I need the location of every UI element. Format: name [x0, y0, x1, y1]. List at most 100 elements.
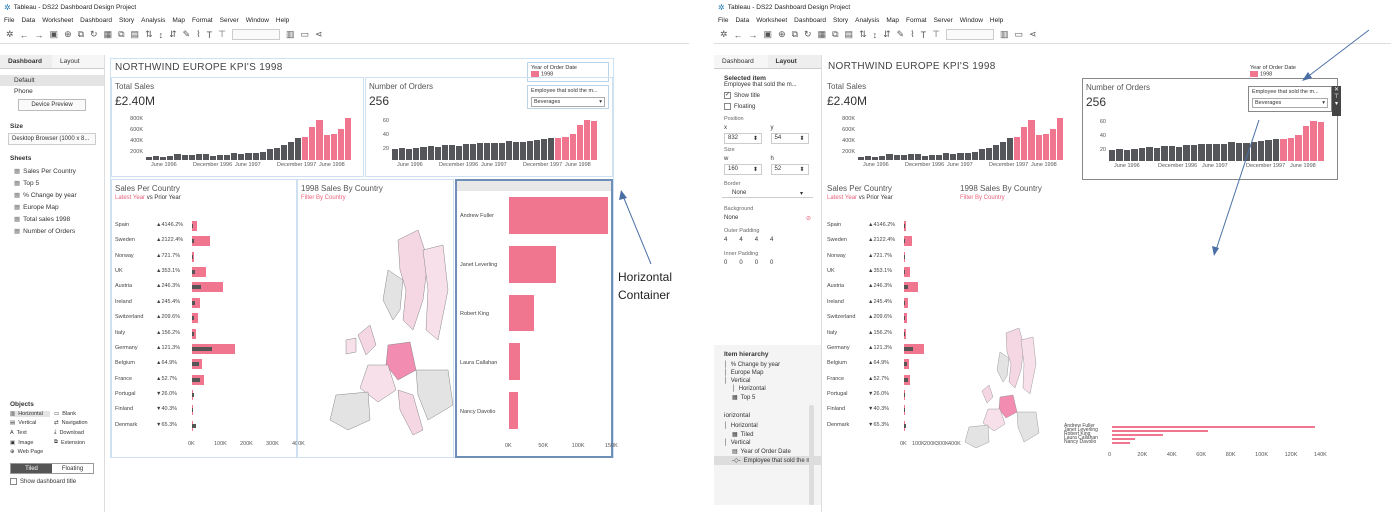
fit-select[interactable] — [945, 29, 994, 40]
latest-bar[interactable] — [192, 251, 194, 262]
prior-bar[interactable] — [192, 239, 194, 244]
pause-icon[interactable]: ⧉ — [77, 29, 85, 39]
device-phone[interactable]: Phone — [14, 88, 33, 95]
chart-bar[interactable] — [526, 140, 534, 160]
chart-bar[interactable] — [288, 142, 295, 160]
menu-item-server[interactable]: Server — [219, 16, 239, 24]
orders-chart[interactable]: 60 40 20 June 1996 December 1996 June 1997 Dec… — [1100, 119, 1329, 169]
latest-bar[interactable] — [904, 374, 910, 385]
prior-bar[interactable] — [904, 362, 907, 367]
prior-bar[interactable] — [192, 270, 196, 275]
chart-bar[interactable] — [1056, 118, 1063, 160]
chart-bar[interactable] — [1302, 126, 1310, 161]
chart-bar[interactable] — [266, 148, 273, 160]
latest-bar[interactable] — [192, 267, 206, 278]
forward-icon[interactable]: → — [748, 29, 758, 40]
chart-bar[interactable] — [202, 154, 209, 160]
menu-item-map[interactable]: Map — [172, 16, 186, 24]
new-sheet-icon[interactable]: ▦ — [817, 29, 827, 39]
chart-bar[interactable] — [1243, 142, 1250, 161]
device-preview-button[interactable]: Device Preview — [18, 99, 86, 111]
chart-bar[interactable] — [914, 154, 921, 160]
forward-icon[interactable]: → — [34, 29, 44, 40]
outer-padding-value[interactable]: 4 — [754, 237, 759, 243]
latest-bar[interactable] — [904, 343, 924, 354]
duplicate-icon[interactable]: ⧉ — [832, 29, 839, 39]
border-select[interactable]: None ▾ — [722, 190, 813, 198]
chart-bar[interactable] — [936, 154, 943, 160]
total-sales-chart[interactable]: 800K 600K 400K 200K June 1996 December 1996 Ju… — [842, 116, 1068, 168]
chart-bar[interactable] — [477, 143, 484, 160]
object-text[interactable]: A Text — [10, 429, 50, 436]
clear-icon[interactable]: ▤ — [844, 29, 854, 39]
menu-item-worksheet[interactable]: Worksheet — [42, 16, 74, 24]
hierarchy-item[interactable]: ▦ Top 5 — [714, 393, 821, 402]
size-dropdown[interactable]: Desktop Browser (1000 x 8... — [8, 133, 96, 145]
chart-bar[interactable] — [484, 142, 491, 160]
hierarchy-item[interactable]: │ Europe Map — [714, 369, 821, 377]
chart-bar[interactable] — [259, 151, 266, 160]
prior-bar[interactable] — [904, 270, 906, 275]
prior-bar[interactable] — [192, 285, 202, 290]
chart-bar[interactable] — [1000, 142, 1007, 160]
year-filter-legend[interactable]: Year of Order Date 1998 — [1250, 65, 1296, 77]
pin-icon[interactable]: ⊤ — [218, 29, 226, 39]
employee-filter[interactable]: Employee that sold the m... Beverages ▾ — [527, 85, 609, 109]
add-datasource-icon[interactable]: ⊕ — [778, 29, 786, 39]
chart-bar[interactable] — [1280, 138, 1287, 161]
chart-bar[interactable] — [245, 152, 252, 160]
top5-chart[interactable]: Andrew Fuller Janet Leverling Robert King L… — [457, 193, 618, 455]
label-icon[interactable]: T — [206, 29, 213, 40]
prior-bar[interactable] — [904, 224, 905, 228]
chart-bar[interactable] — [541, 138, 548, 160]
sheet-item[interactable]: ▦ Top 5 — [0, 177, 104, 189]
chart-bar[interactable] — [519, 141, 526, 160]
horizontal-container[interactable]: Andrew Fuller Janet Leverling Robert King L… — [455, 179, 618, 458]
menu-item-data[interactable]: Data — [21, 16, 36, 24]
y-input[interactable]: 54 ⬍ — [770, 133, 809, 144]
latest-bar[interactable] — [904, 251, 905, 262]
hierarchy-item[interactable]: ▤ Year of Order Date — [714, 447, 821, 456]
spinner-icon[interactable]: ⬍ — [752, 167, 758, 173]
sheet-item[interactable]: ▦ Total sales 1998 — [0, 213, 104, 225]
prior-bar[interactable] — [904, 423, 906, 428]
hierarchy-item[interactable]: │ Vertical — [714, 377, 821, 385]
latest-bar[interactable] — [904, 221, 907, 231]
menu-item-format[interactable]: Format — [906, 16, 927, 24]
employee-filter-select[interactable]: Beverages ▾ — [531, 97, 605, 107]
chart-bar[interactable] — [1131, 148, 1138, 161]
chart-bar[interactable] — [929, 154, 936, 160]
outer-padding-value[interactable]: 4 — [770, 237, 774, 243]
chart-bar[interactable] — [512, 142, 519, 160]
group-icon[interactable]: ⌇ — [196, 29, 201, 39]
chart-bar[interactable] — [590, 121, 597, 160]
prior-bar[interactable] — [904, 239, 905, 244]
chart-bar[interactable] — [893, 154, 900, 160]
latest-bar[interactable] — [192, 420, 196, 431]
prior-bar[interactable] — [192, 316, 195, 321]
menu-item-help[interactable]: Help — [989, 16, 1004, 24]
share-icon[interactable]: ⋖ — [1028, 29, 1037, 39]
chart-bar[interactable] — [498, 143, 505, 160]
chart-bar[interactable] — [1007, 138, 1014, 160]
menu-item-story[interactable]: Story — [832, 16, 849, 24]
chart-bar[interactable] — [238, 153, 245, 160]
tiled-button[interactable]: Tiled — [11, 464, 52, 473]
hierarchy-scrollbar[interactable] — [809, 405, 814, 505]
show-title-checkbox[interactable]: ✓ Show title — [724, 92, 811, 99]
chart-bar[interactable] — [858, 156, 865, 160]
hierarchy-item[interactable]: -◇- Employee that sold the m — [714, 456, 821, 465]
prior-bar[interactable] — [904, 392, 905, 397]
spinner-icon[interactable]: ⬍ — [799, 167, 805, 173]
chart-bar[interactable] — [427, 146, 434, 160]
pin-icon[interactable]: ⊤ — [932, 29, 940, 39]
chart-bar[interactable] — [441, 145, 448, 160]
outer-padding-value[interactable]: 4 — [739, 237, 743, 243]
menu-item-story[interactable]: Story — [118, 16, 135, 24]
chart-bar[interactable] — [344, 118, 351, 160]
menu-item-dashboard[interactable]: Dashboard — [794, 16, 826, 24]
back-icon[interactable]: ← — [733, 29, 743, 40]
prior-bar[interactable] — [904, 254, 905, 259]
prior-bar[interactable] — [192, 300, 195, 305]
orders-chart[interactable]: 60 40 20 June 1996 December 1996 June 1997 Dec… — [383, 118, 602, 168]
